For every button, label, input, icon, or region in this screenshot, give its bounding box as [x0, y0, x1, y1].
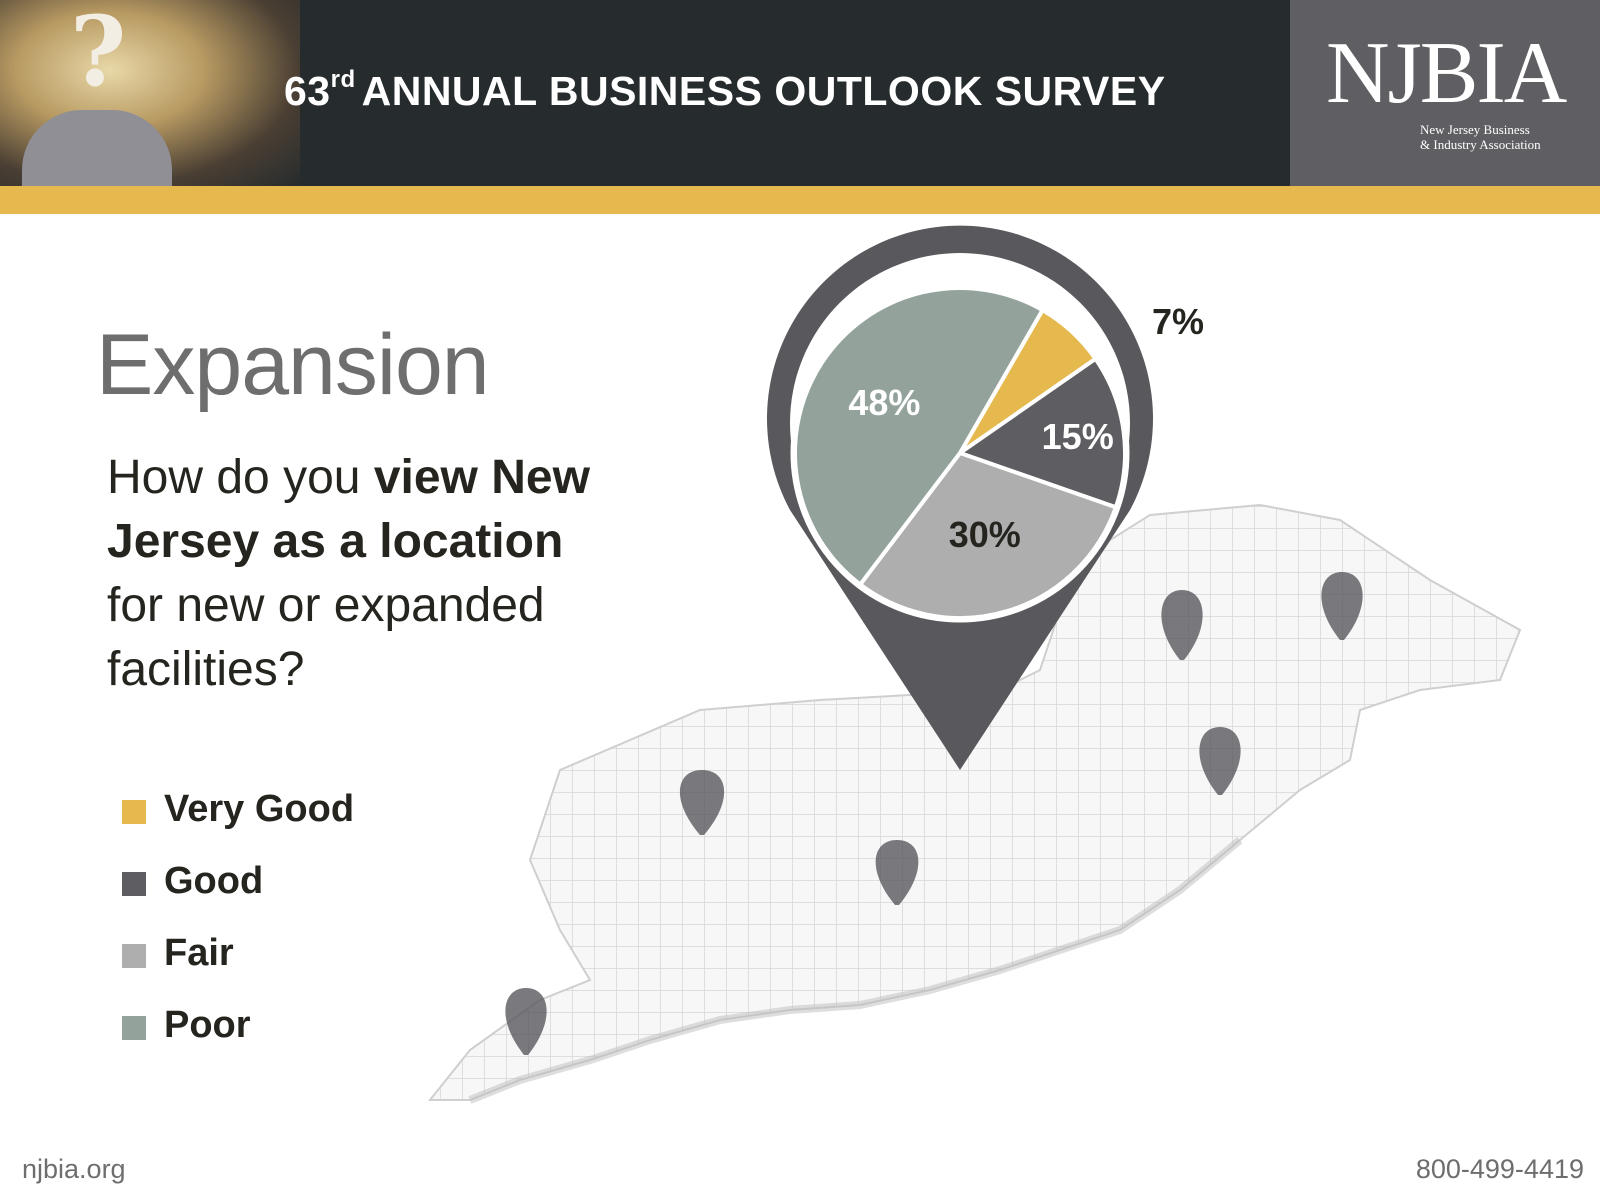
- legend-swatch: [122, 944, 146, 968]
- legend-label: Fair: [164, 932, 234, 974]
- logo-subtitle: New Jersey Business & Industry Associati…: [1420, 122, 1590, 152]
- header-banner: ? 63rd ANNUAL BUSINESS OUTLOOK SURVEY NJB…: [0, 0, 1600, 186]
- accent-bar: [0, 186, 1600, 214]
- legend-swatch: [122, 800, 146, 824]
- legend-label: Good: [164, 860, 264, 902]
- map-pin-icon: [1321, 572, 1363, 640]
- footer-phone: 800-499-4419: [1415, 1154, 1584, 1184]
- logo-wordmark: NJBIA: [1326, 25, 1567, 122]
- title-number: 63: [284, 68, 331, 114]
- question-mark-icon: ?: [70, 0, 127, 108]
- legend-label: Very Good: [164, 788, 355, 830]
- logo-line-2: & Industry Association: [1420, 137, 1541, 152]
- njbia-logo: NJBIA New Jersey Business & Industry Ass…: [1290, 0, 1600, 186]
- survey-title: 63rd ANNUAL BUSINESS OUTLOOK SURVEY: [284, 66, 1166, 115]
- question-part-3: for new or expanded facilities?: [107, 579, 545, 696]
- footer-website[interactable]: njbia.org: [22, 1154, 126, 1184]
- section-title: Expansion: [96, 317, 490, 413]
- header-photo: ?: [0, 0, 300, 186]
- pie-label-good: 15%: [1042, 416, 1114, 457]
- title-suffix: rd: [330, 66, 356, 93]
- pie-label-poor: 48%: [848, 382, 920, 423]
- pie-outline: [790, 283, 1130, 623]
- survey-question: How do you view New Jersey as a location…: [107, 446, 627, 702]
- map-pins: [505, 572, 1363, 1055]
- logo-line-1: New Jersey Business: [1420, 122, 1530, 137]
- question-part-2: view New Jersey as a location: [107, 451, 590, 568]
- person-figure: [22, 110, 172, 186]
- map-pin-icon: [1199, 727, 1241, 795]
- pie-chart: [790, 283, 1130, 623]
- nj-map: [427, 503, 1522, 1104]
- map-pin-icon: [505, 988, 547, 1055]
- pie-labels: 7% 15% 30% 48%: [848, 301, 1204, 555]
- legend-swatch: [122, 872, 146, 896]
- title-text: ANNUAL BUSINESS OUTLOOK SURVEY: [361, 68, 1166, 114]
- legend-label: Poor: [164, 1004, 251, 1046]
- pie-label-very-good: 7%: [1152, 301, 1204, 342]
- map-pin-icon: [875, 840, 919, 905]
- map-pin-icon: [1161, 590, 1203, 660]
- question-part-1: How do you: [107, 451, 374, 504]
- map-pin-icon: [679, 770, 725, 835]
- legend-swatch: [122, 1016, 146, 1040]
- pie-label-fair: 30%: [949, 514, 1021, 555]
